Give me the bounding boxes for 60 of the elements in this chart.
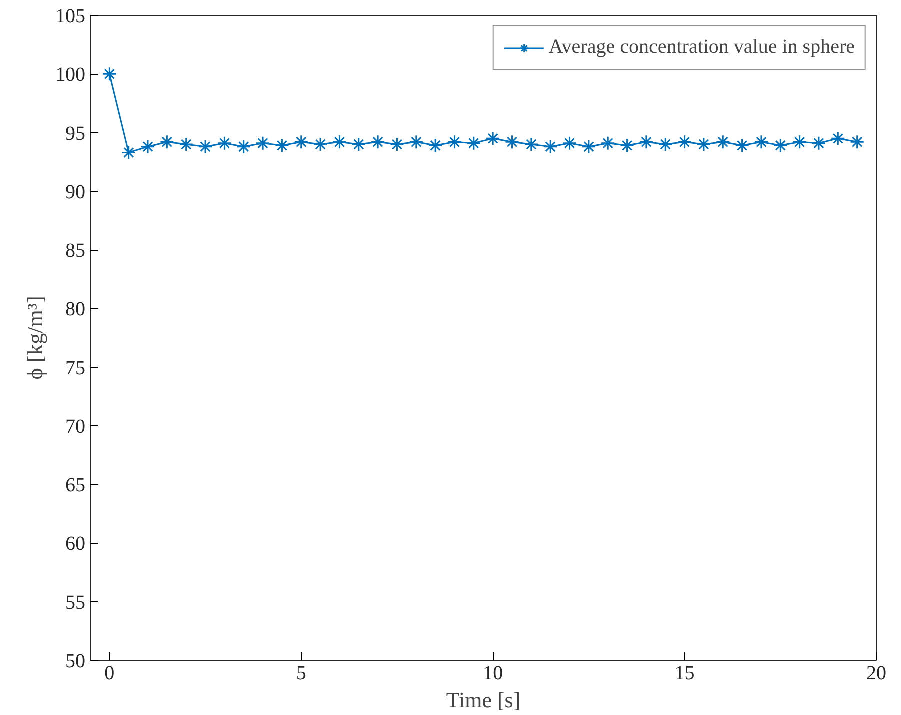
x-tick-label: 15 [674,662,695,684]
point [274,138,290,153]
point [678,134,692,150]
point [256,136,270,151]
point [543,140,558,154]
point [582,140,596,154]
point [792,134,808,150]
point [140,140,156,154]
point [696,137,712,152]
point [294,134,309,150]
point [332,134,347,150]
y-tick-label: 80 [66,298,86,321]
point [600,136,616,151]
point [160,134,174,150]
y-tick-label: 105 [56,6,86,28]
y-tick-label: 50 [66,650,86,672]
point [122,145,136,160]
point [236,140,252,154]
point [466,136,482,151]
y-tick-label: 85 [66,240,86,262]
point [773,138,788,153]
point [409,134,424,150]
point [102,66,117,82]
point [812,136,826,151]
point [754,134,769,150]
x-tick-label: 20 [866,662,886,684]
point [217,136,232,151]
point [620,138,635,153]
x-tick-label: 5 [296,662,306,684]
x-axis-title: Time [s] [446,688,521,712]
point [352,137,366,152]
point [735,138,750,153]
point [486,131,500,146]
point [639,134,654,150]
point [447,134,462,150]
y-tick-label: 75 [66,357,86,380]
y-tick-label: 95 [66,122,86,145]
y-tick-label: 70 [66,416,86,438]
x-tick-label: 0 [104,662,115,684]
y-tick-label: 100 [56,64,86,86]
point [390,137,404,152]
legend-label: Average concentration value in sphere [548,36,855,59]
y-tick-label: 60 [66,533,86,556]
point [524,137,539,152]
point [313,137,328,152]
point [830,131,846,146]
y-tick-label: 65 [66,474,86,497]
point [198,140,213,154]
y-tick-label: 90 [66,181,86,204]
point [562,136,578,151]
point [370,134,386,150]
x-tick-label: 10 [483,662,504,684]
y-axis-title: ϕ [kg/m³] [22,296,48,380]
point [428,138,443,153]
point [716,134,730,150]
point [505,134,520,150]
point [850,134,865,150]
point [658,137,673,152]
y-tick-label: 55 [66,592,86,614]
point [179,137,194,152]
